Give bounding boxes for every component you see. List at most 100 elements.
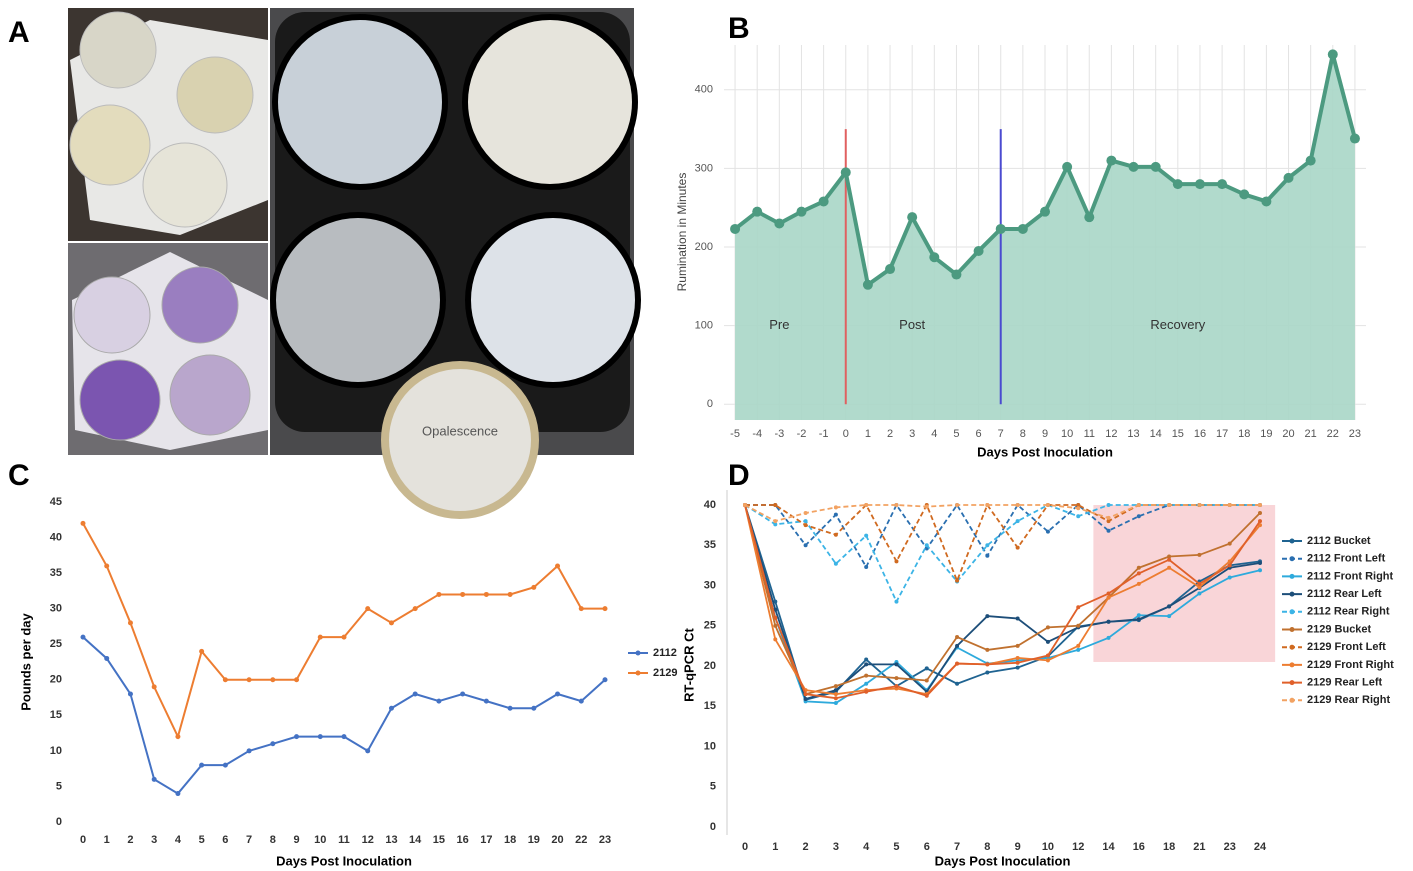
point	[484, 699, 489, 704]
legend-label: 2129 Rear Left	[1307, 677, 1383, 689]
point	[175, 791, 180, 796]
point	[1107, 503, 1111, 507]
well	[74, 277, 150, 353]
point	[1016, 661, 1020, 665]
point	[773, 503, 777, 507]
x-tick-label: 0	[80, 834, 86, 846]
x-tick-label: 8	[270, 834, 276, 846]
x-tick-label: 2	[887, 428, 893, 440]
legend-label: 2129 Rear Right	[1307, 694, 1390, 706]
point	[1016, 503, 1020, 507]
well	[170, 355, 250, 435]
legend-marker	[1290, 574, 1295, 579]
point	[1107, 529, 1111, 533]
x-tick-label: 13	[385, 834, 397, 846]
point	[1129, 162, 1139, 172]
panel-label: A	[8, 16, 30, 49]
x-tick-label: 4	[175, 834, 182, 846]
legend-marker	[636, 671, 641, 676]
point	[925, 678, 929, 682]
point	[152, 684, 157, 689]
point	[773, 624, 777, 628]
point	[389, 620, 394, 625]
point	[579, 699, 584, 704]
x-tick-label: 17	[480, 834, 492, 846]
x-tick-label: 1	[865, 428, 871, 440]
point	[1258, 561, 1262, 565]
point	[834, 533, 838, 537]
panel-label: D	[728, 459, 750, 492]
point	[834, 701, 838, 705]
point	[1258, 568, 1262, 572]
legend-label: 2129	[653, 667, 677, 679]
well	[177, 57, 253, 133]
x-axis-label: Days Post Inoculation	[935, 853, 1071, 868]
x-tick-label: 19	[1260, 428, 1272, 440]
panel-label: B	[728, 12, 750, 45]
legend-marker	[1290, 662, 1295, 667]
point	[985, 554, 989, 558]
point	[531, 706, 536, 711]
x-tick-label: 6	[924, 841, 930, 853]
x-tick-label: 16	[1194, 428, 1206, 440]
x-axis-label: Days Post Inoculation	[977, 444, 1113, 459]
point	[974, 246, 984, 256]
y-tick-label: 35	[50, 567, 62, 579]
point	[460, 592, 465, 597]
point	[743, 503, 747, 507]
point	[365, 748, 370, 753]
x-tick-label: 10	[1042, 841, 1054, 853]
point	[925, 505, 929, 509]
point	[1350, 134, 1360, 144]
y-tick-label: 20	[704, 660, 716, 672]
y-tick-label: 0	[56, 816, 62, 828]
point	[199, 763, 204, 768]
x-tick-label: 9	[293, 834, 299, 846]
y-tick-label: 15	[50, 709, 62, 721]
x-axis-label: Days Post Inoculation	[276, 853, 412, 868]
point	[1107, 636, 1111, 640]
point	[1107, 620, 1111, 624]
y-tick-label: 400	[695, 84, 713, 96]
point	[819, 196, 829, 206]
point	[894, 559, 898, 563]
point	[508, 706, 513, 711]
x-tick-label: 21	[1305, 428, 1317, 440]
point	[752, 207, 762, 217]
point	[925, 694, 929, 698]
point	[1137, 514, 1141, 518]
point	[1167, 503, 1171, 507]
point	[885, 264, 895, 274]
point	[955, 644, 959, 648]
line	[83, 523, 605, 736]
point	[955, 682, 959, 686]
point	[1040, 207, 1050, 217]
point	[81, 635, 86, 640]
point	[1046, 503, 1050, 507]
x-tick-label: 22	[1327, 428, 1339, 440]
point	[804, 511, 808, 515]
point	[1106, 156, 1116, 166]
y-tick-label: 10	[50, 745, 62, 757]
point	[894, 662, 898, 666]
point	[834, 505, 838, 509]
x-tick-label: 16	[457, 834, 469, 846]
point	[1107, 592, 1111, 596]
point	[81, 521, 86, 526]
point	[1076, 605, 1080, 609]
point	[1062, 162, 1072, 172]
x-tick-label: 0	[742, 841, 748, 853]
x-tick-label: -4	[752, 428, 762, 440]
x-tick-label: 12	[362, 834, 374, 846]
x-tick-label: 1	[772, 841, 778, 853]
point	[413, 606, 418, 611]
point	[985, 648, 989, 652]
x-tick-label: 4	[863, 841, 870, 853]
point	[1016, 666, 1020, 670]
point	[1197, 503, 1201, 507]
point	[223, 677, 228, 682]
point	[1258, 519, 1262, 523]
point	[773, 519, 777, 523]
point	[342, 635, 347, 640]
x-tick-label: 10	[314, 834, 326, 846]
